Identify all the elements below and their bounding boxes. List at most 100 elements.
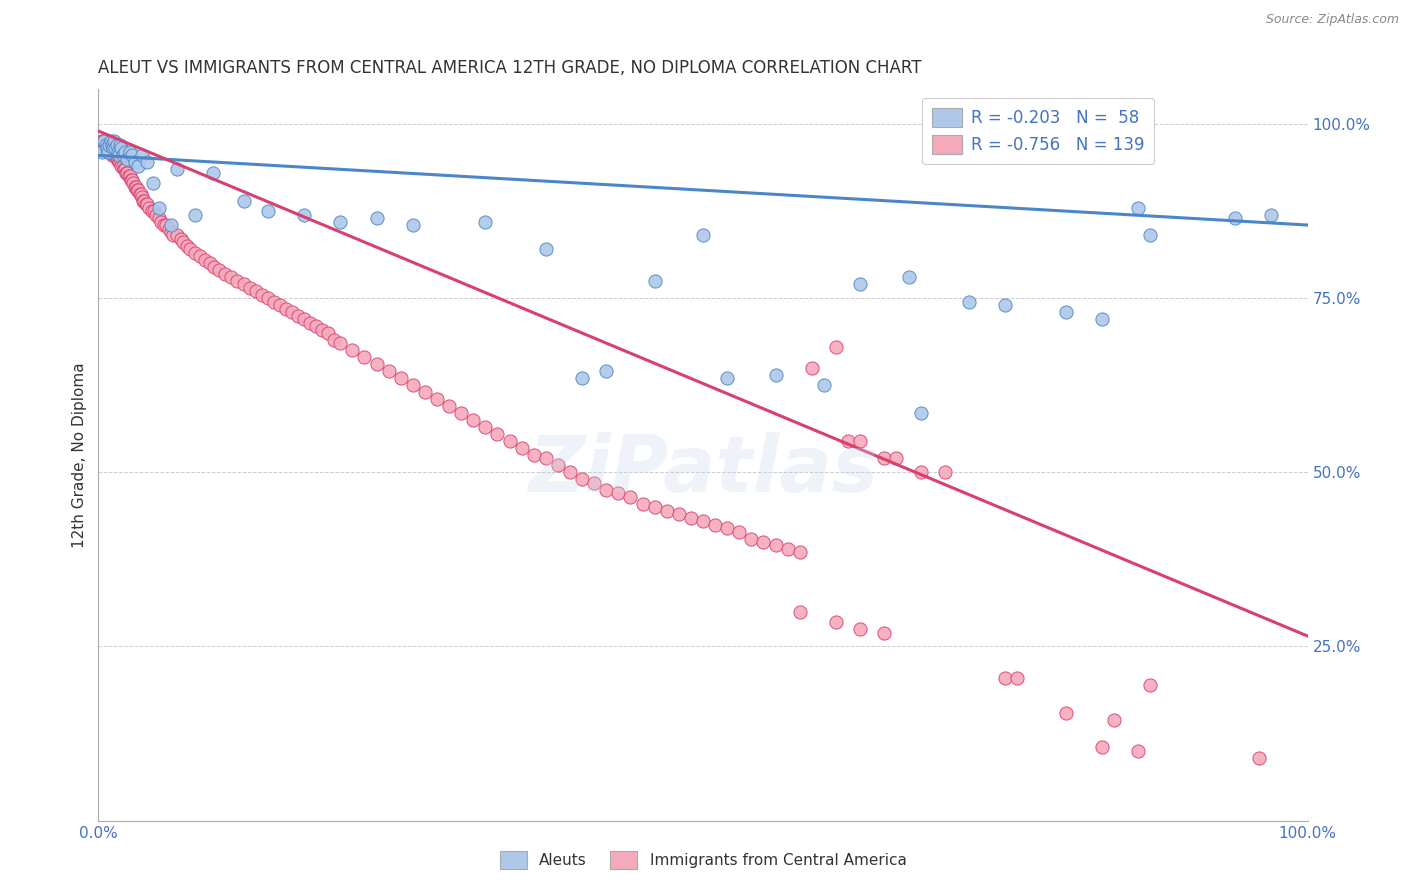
- Point: [934, 466, 956, 480]
- Point: [849, 434, 872, 448]
- Point: [172, 235, 194, 250]
- Point: [101, 145, 124, 159]
- Point: [128, 186, 150, 201]
- Point: [94, 137, 117, 152]
- Point: [110, 141, 132, 155]
- Point: [114, 162, 136, 177]
- Point: [100, 148, 122, 162]
- Text: ZiPatlas: ZiPatlas: [529, 432, 877, 508]
- Point: [534, 243, 557, 257]
- Point: [208, 263, 231, 277]
- Point: [125, 179, 148, 194]
- Point: [692, 514, 714, 528]
- Point: [112, 162, 135, 177]
- Point: [740, 532, 762, 546]
- Point: [114, 145, 136, 159]
- Point: [121, 148, 143, 162]
- Point: [789, 605, 811, 619]
- Point: [96, 141, 118, 155]
- Point: [1128, 201, 1150, 215]
- Point: [135, 197, 157, 211]
- Point: [111, 159, 134, 173]
- Point: [329, 336, 352, 351]
- Point: [1139, 678, 1161, 692]
- Point: [486, 427, 509, 442]
- Point: [250, 287, 273, 301]
- Point: [426, 392, 449, 407]
- Point: [132, 194, 155, 208]
- Point: [115, 166, 138, 180]
- Point: [558, 466, 581, 480]
- Point: [142, 176, 165, 190]
- Point: [281, 305, 304, 319]
- Point: [311, 322, 333, 336]
- Point: [765, 539, 787, 553]
- Point: [184, 246, 207, 260]
- Point: [655, 503, 678, 517]
- Point: [198, 256, 221, 270]
- Point: [825, 340, 848, 354]
- Point: [117, 152, 139, 166]
- Point: [232, 194, 254, 208]
- Point: [523, 448, 546, 462]
- Point: [1223, 211, 1246, 225]
- Point: [583, 475, 606, 490]
- Point: [107, 145, 129, 159]
- Point: [160, 225, 183, 239]
- Y-axis label: 12th Grade, No Diploma: 12th Grade, No Diploma: [72, 362, 87, 548]
- Point: [292, 312, 315, 326]
- Point: [91, 135, 114, 149]
- Point: [910, 406, 932, 420]
- Point: [150, 214, 173, 228]
- Point: [474, 420, 496, 434]
- Point: [148, 201, 170, 215]
- Point: [100, 137, 122, 152]
- Point: [143, 204, 166, 219]
- Point: [704, 517, 727, 532]
- Point: [124, 179, 146, 194]
- Point: [800, 360, 823, 375]
- Point: [1249, 751, 1271, 765]
- Point: [571, 371, 593, 385]
- Point: [232, 277, 254, 292]
- Point: [269, 298, 291, 312]
- Point: [873, 451, 896, 466]
- Point: [298, 316, 321, 330]
- Point: [127, 183, 149, 197]
- Point: [138, 201, 160, 215]
- Point: [413, 385, 436, 400]
- Point: [157, 221, 180, 235]
- Point: [145, 208, 167, 222]
- Point: [886, 451, 908, 466]
- Point: [135, 197, 157, 211]
- Point: [825, 615, 848, 629]
- Point: [256, 291, 278, 305]
- Point: [1139, 228, 1161, 243]
- Point: [176, 239, 198, 253]
- Point: [179, 243, 201, 257]
- Point: [121, 173, 143, 187]
- Point: [221, 270, 243, 285]
- Point: [263, 294, 285, 309]
- Point: [437, 399, 460, 413]
- Point: [463, 413, 485, 427]
- Point: [105, 137, 128, 152]
- Point: [204, 260, 226, 274]
- Point: [103, 135, 125, 149]
- Point: [214, 267, 236, 281]
- Point: [131, 148, 153, 162]
- Point: [124, 155, 146, 169]
- Point: [897, 270, 920, 285]
- Point: [366, 357, 388, 371]
- Point: [160, 218, 183, 232]
- Point: [789, 545, 811, 559]
- Point: [98, 145, 121, 159]
- Point: [111, 148, 134, 162]
- Point: [104, 141, 127, 155]
- Point: [402, 218, 425, 232]
- Point: [1091, 312, 1114, 326]
- Point: [402, 378, 425, 392]
- Point: [194, 252, 217, 267]
- Point: [595, 483, 617, 497]
- Point: [98, 137, 121, 152]
